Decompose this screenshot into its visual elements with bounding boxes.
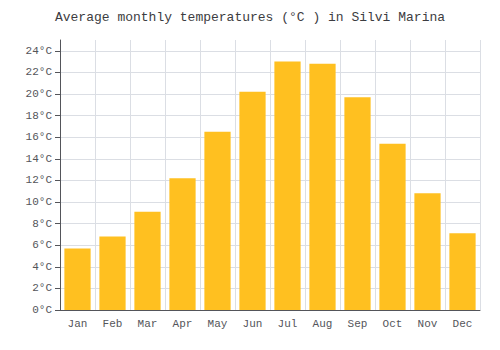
svg-text:Sep: Sep <box>348 318 368 330</box>
svg-text:24°C: 24°C <box>26 45 53 57</box>
svg-text:Dec: Dec <box>453 318 473 330</box>
svg-text:Mar: Mar <box>138 318 158 330</box>
svg-text:Nov: Nov <box>418 318 438 330</box>
svg-text:Jun: Jun <box>243 318 263 330</box>
svg-text:Feb: Feb <box>103 318 123 330</box>
svg-text:18°C: 18°C <box>26 110 53 122</box>
svg-text:Average monthly temperatures (: Average monthly temperatures (°C ) in Si… <box>55 10 445 25</box>
svg-text:6°C: 6°C <box>32 239 52 251</box>
svg-text:16°C: 16°C <box>26 131 53 143</box>
svg-text:14°C: 14°C <box>26 153 53 165</box>
svg-text:20°C: 20°C <box>26 88 53 100</box>
svg-text:22°C: 22°C <box>26 66 53 78</box>
svg-text:10°C: 10°C <box>26 196 53 208</box>
svg-text:Jul: Jul <box>278 318 298 330</box>
svg-text:4°C: 4°C <box>32 261 52 273</box>
svg-text:May: May <box>208 318 228 330</box>
svg-text:Aug: Aug <box>313 318 333 330</box>
svg-text:Apr: Apr <box>173 318 193 330</box>
svg-text:0°C: 0°C <box>32 304 52 316</box>
svg-text:2°C: 2°C <box>32 282 52 294</box>
svg-text:Oct: Oct <box>383 318 403 330</box>
svg-text:Jan: Jan <box>68 318 88 330</box>
svg-text:8°C: 8°C <box>32 218 52 230</box>
svg-text:12°C: 12°C <box>26 174 53 186</box>
